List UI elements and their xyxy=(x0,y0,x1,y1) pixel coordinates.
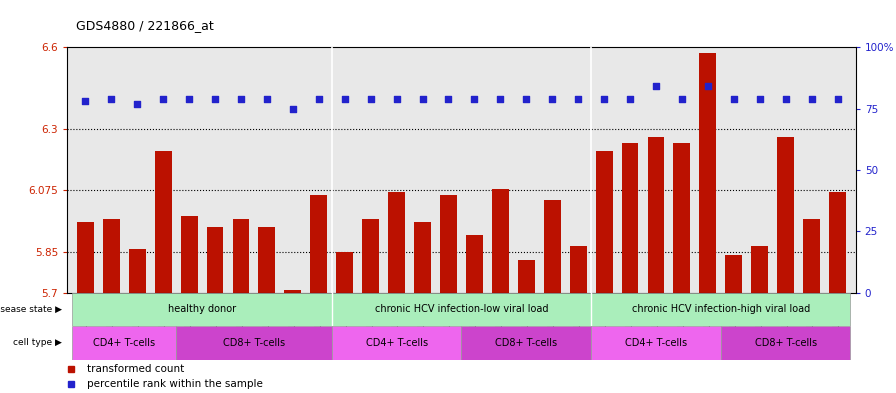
Bar xyxy=(332,293,591,326)
Bar xyxy=(73,293,332,326)
Bar xyxy=(777,137,794,293)
Bar xyxy=(596,151,613,293)
Point xyxy=(104,95,118,102)
Bar xyxy=(751,246,768,293)
Text: CD8+ T-cells: CD8+ T-cells xyxy=(223,338,285,348)
Point xyxy=(312,95,326,102)
Point xyxy=(701,83,715,90)
Point xyxy=(234,95,248,102)
Text: CD8+ T-cells: CD8+ T-cells xyxy=(495,338,557,348)
Bar xyxy=(440,195,457,293)
Bar xyxy=(720,326,850,360)
Point xyxy=(130,101,144,107)
Bar xyxy=(803,219,820,293)
Bar xyxy=(461,326,591,360)
Point xyxy=(208,95,222,102)
Bar xyxy=(726,255,742,293)
Text: CD8+ T-cells: CD8+ T-cells xyxy=(754,338,817,348)
Point xyxy=(675,95,689,102)
Text: disease state ▶: disease state ▶ xyxy=(0,305,62,314)
Text: percentile rank within the sample: percentile rank within the sample xyxy=(87,379,263,389)
Text: healthy donor: healthy donor xyxy=(168,305,237,314)
Point xyxy=(390,95,404,102)
Text: GDS4880 / 221866_at: GDS4880 / 221866_at xyxy=(76,19,214,32)
Bar xyxy=(622,143,639,293)
Bar xyxy=(518,260,535,293)
Point xyxy=(831,95,845,102)
Text: CD4+ T-cells: CD4+ T-cells xyxy=(625,338,687,348)
Point xyxy=(649,83,663,90)
Bar xyxy=(362,219,379,293)
Bar xyxy=(591,326,720,360)
Point xyxy=(416,95,430,102)
Text: chronic HCV infection-high viral load: chronic HCV infection-high viral load xyxy=(632,305,810,314)
Bar xyxy=(648,137,665,293)
Point xyxy=(805,95,819,102)
Bar xyxy=(103,219,120,293)
Point xyxy=(545,95,559,102)
Bar xyxy=(258,227,275,293)
Bar xyxy=(829,192,846,293)
Bar xyxy=(336,252,353,293)
Bar xyxy=(414,222,431,293)
Bar xyxy=(233,219,249,293)
Point xyxy=(286,105,300,112)
Bar xyxy=(177,326,332,360)
Point xyxy=(78,98,92,104)
Point xyxy=(519,95,533,102)
Bar xyxy=(77,222,94,293)
Bar xyxy=(700,53,716,293)
Text: CD4+ T-cells: CD4+ T-cells xyxy=(93,338,155,348)
Point xyxy=(597,95,611,102)
Text: cell type ▶: cell type ▶ xyxy=(13,338,62,347)
Point xyxy=(623,95,637,102)
Point xyxy=(364,95,378,102)
Point xyxy=(156,95,170,102)
Bar xyxy=(207,227,223,293)
Bar xyxy=(181,217,197,293)
Bar xyxy=(544,200,561,293)
Text: chronic HCV infection-low viral load: chronic HCV infection-low viral load xyxy=(375,305,548,314)
Bar xyxy=(310,195,327,293)
Point xyxy=(493,95,507,102)
Bar xyxy=(332,326,461,360)
Point xyxy=(571,95,585,102)
Point xyxy=(727,95,741,102)
Bar xyxy=(155,151,172,293)
Bar xyxy=(466,235,483,293)
Bar xyxy=(73,326,177,360)
Point xyxy=(260,95,274,102)
Bar xyxy=(129,249,146,293)
Bar xyxy=(674,143,690,293)
Text: CD4+ T-cells: CD4+ T-cells xyxy=(366,338,427,348)
Point xyxy=(753,95,767,102)
Bar xyxy=(284,290,301,293)
Bar xyxy=(591,293,850,326)
Point xyxy=(182,95,196,102)
Point xyxy=(467,95,481,102)
Point xyxy=(779,95,793,102)
Bar xyxy=(388,192,405,293)
Point xyxy=(442,95,456,102)
Bar xyxy=(492,189,509,293)
Point xyxy=(338,95,352,102)
Bar xyxy=(570,246,587,293)
Text: transformed count: transformed count xyxy=(87,364,185,374)
